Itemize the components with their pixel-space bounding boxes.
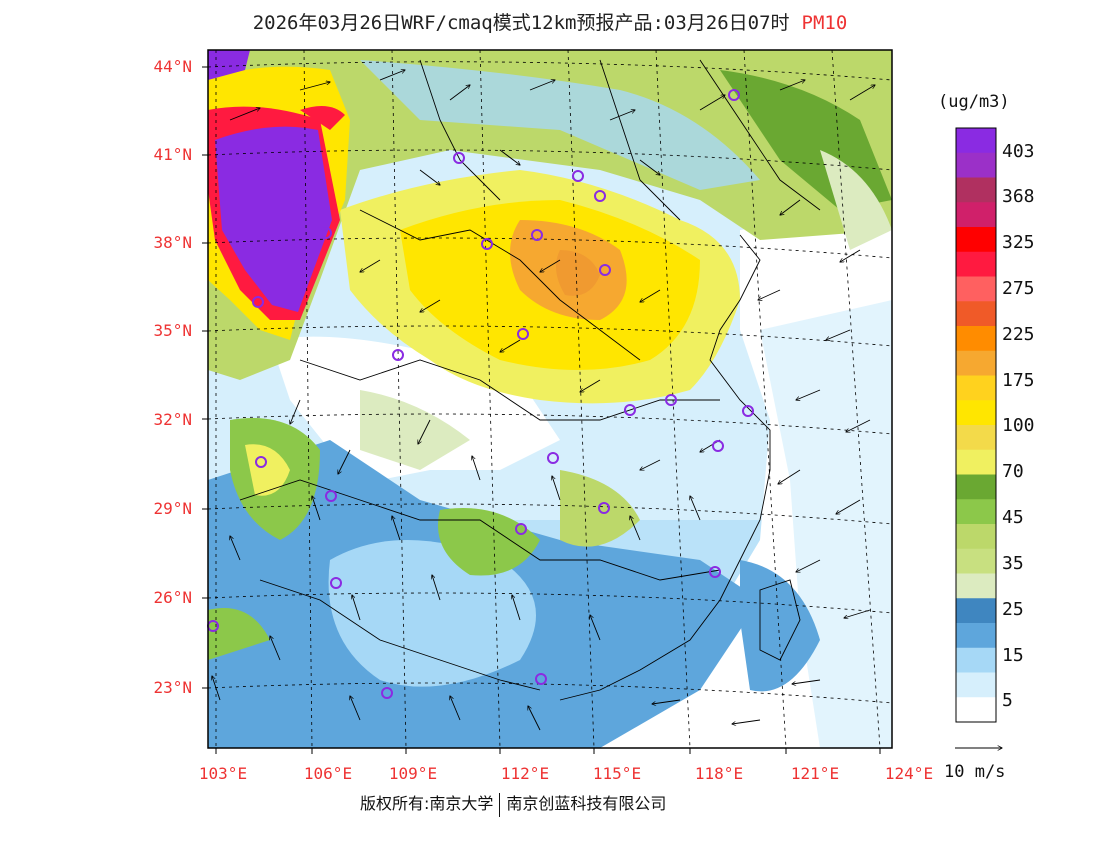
legend-swatch [956,350,996,376]
axis-ticks [202,66,881,754]
wind-vectors [212,70,875,731]
lat-label-44: 44°N [153,57,192,76]
legend-colorbar [955,127,997,723]
footer-right: 南京创蓝科技有限公司 [506,794,667,813]
legend-swatch [956,499,996,525]
legend-units: (ug/m3) [938,92,1010,112]
lat-label-38: 38°N [153,233,192,252]
legend-swatch [956,672,996,698]
lon-label-106: 106°E [303,764,353,783]
lon-label-112: 112°E [500,764,550,783]
legend-label: 100 [1002,415,1035,436]
legend-label: 15 [1002,645,1024,666]
pollutant-label: PM10 [801,12,848,34]
wind-scale-label: 10 m/s [944,762,1006,782]
lat-label-29: 29°N [153,499,192,518]
legend-swatch [956,227,996,253]
legend-label: 5 [1002,690,1013,711]
legend-label: 35 [1002,553,1024,574]
lat-label-26: 26°N [153,588,192,607]
footer-divider [499,792,501,817]
legend-swatch [956,623,996,649]
lat-label-41: 41°N [153,145,192,164]
lon-label-121: 121°E [790,764,840,783]
legend-label: 325 [1002,232,1035,253]
legend-swatch [956,177,996,203]
legend-swatch [956,251,996,277]
legend-label: 368 [1002,186,1035,207]
legend-label: 275 [1002,278,1035,299]
legend-swatch [956,425,996,451]
lat-label-35: 35°N [153,321,192,340]
legend-swatch [956,598,996,624]
legend-swatch [956,647,996,673]
lat-label-32: 32°N [153,410,192,429]
legend-label: 403 [1002,141,1035,162]
lat-label-23: 23°N [153,678,192,697]
map-frame [207,49,893,749]
legend-label: 25 [1002,599,1024,620]
footer-left: 版权所有:南京大学 [360,794,494,813]
pm10-field [208,50,892,748]
legend-frame [955,127,997,723]
legend-swatch [956,449,996,475]
lon-label-124: 124°E [884,764,934,783]
legend-swatch [956,128,996,154]
legend-swatch [956,697,996,723]
legend-swatch [956,548,996,574]
legend-swatch [956,202,996,228]
map-title: 2026年03月26日WRF/cmaq模式12km预报产品:03月26日07时 P… [0,8,1100,35]
city-markers [207,89,754,699]
legend-swatch [956,400,996,426]
legend-label: 175 [1002,370,1035,391]
legend-swatch [956,573,996,599]
legend-label: 225 [1002,324,1035,345]
legend-swatch [956,524,996,550]
legend-swatch [956,375,996,401]
legend-label: 45 [1002,507,1024,528]
lon-label-115: 115°E [592,764,642,783]
boundaries [239,59,821,701]
title-main: 2026年03月26日WRF/cmaq模式12km预报产品:03月26日07时 [252,12,790,34]
lon-label-109: 109°E [388,764,438,783]
lon-label-103: 103°E [198,764,248,783]
legend-swatch [956,152,996,178]
lon-label-118: 118°E [694,764,744,783]
copyright-footer: 版权所有:南京大学 南京创蓝科技有限公司 [360,790,666,817]
legend-label: 70 [1002,461,1024,482]
legend-swatch [956,474,996,500]
legend-swatch [956,301,996,327]
legend-swatch [956,276,996,302]
graticule [207,49,893,749]
legend-swatch [956,326,996,352]
